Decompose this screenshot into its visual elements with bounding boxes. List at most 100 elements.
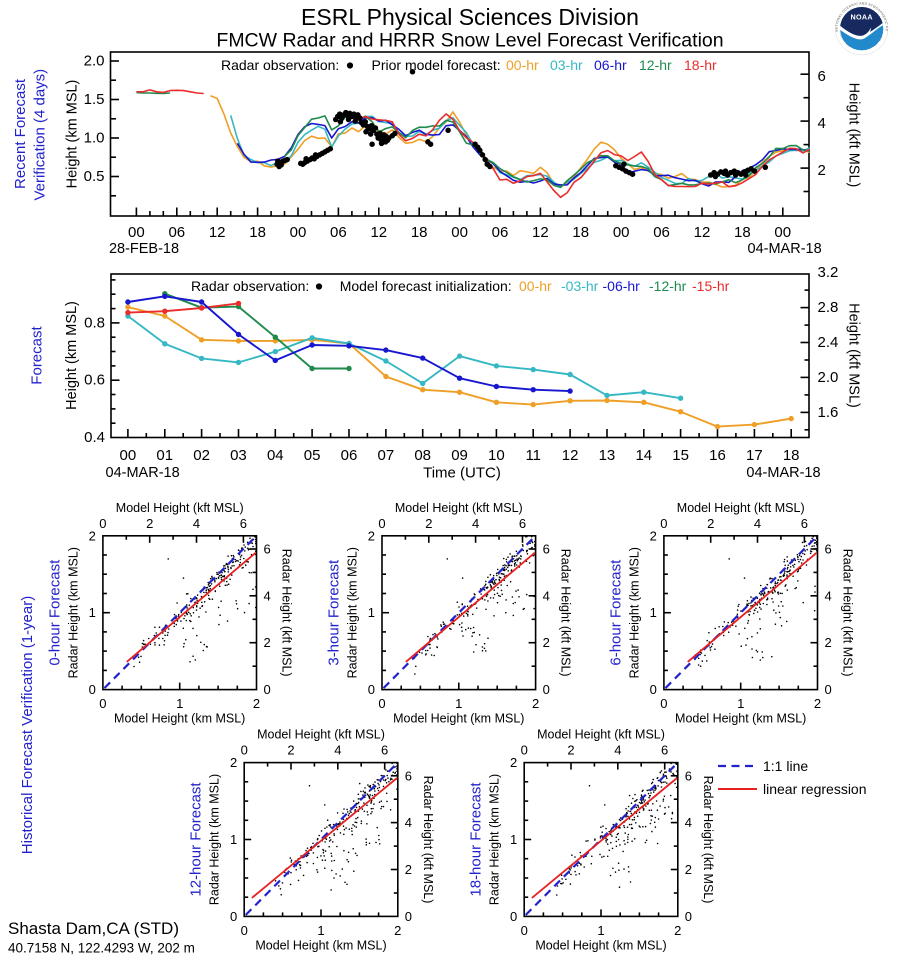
svg-text:Radar observation:: Radar observation: (221, 57, 339, 73)
svg-text:-06-hr: -06-hr (603, 278, 641, 294)
svg-text:6: 6 (240, 516, 247, 531)
svg-text:28-FEB-18: 28-FEB-18 (109, 241, 179, 257)
svg-text:Time (UTC): Time (UTC) (423, 465, 501, 482)
svg-text:Radar observation:: Radar observation: (191, 278, 309, 294)
svg-text:18: 18 (734, 224, 751, 241)
svg-text:1.5: 1.5 (84, 91, 105, 108)
svg-text:Radar Height (kft MSL): Radar Height (kft MSL) (559, 549, 573, 677)
svg-text:12: 12 (370, 224, 387, 241)
svg-text:0: 0 (405, 909, 412, 924)
svg-text:1: 1 (455, 696, 462, 711)
svg-text:0: 0 (241, 743, 248, 758)
svg-text:-12-hr: -12-hr (649, 278, 687, 294)
svg-text:4: 4 (264, 588, 271, 603)
svg-text:18: 18 (783, 447, 800, 464)
svg-text:6: 6 (661, 743, 668, 758)
svg-text:2: 2 (405, 862, 412, 877)
svg-text:00: 00 (128, 224, 145, 241)
svg-text:02: 02 (193, 447, 210, 464)
svg-text:Radar Height (km MSL): Radar Height (km MSL) (346, 547, 360, 678)
svg-text:4: 4 (543, 588, 550, 603)
svg-text:10: 10 (488, 447, 505, 464)
svg-text:2: 2 (253, 696, 260, 711)
svg-text:Radar Height (kft MSL): Radar Height (kft MSL) (841, 549, 855, 677)
svg-text:Prior model forecast:: Prior model forecast: (372, 57, 501, 73)
svg-text:4: 4 (754, 516, 761, 531)
svg-text:2.8: 2.8 (818, 299, 839, 316)
svg-text:1: 1 (317, 923, 324, 938)
svg-text:Radar Height (kft MSL): Radar Height (kft MSL) (421, 776, 435, 904)
svg-text:Height (km MSL): Height (km MSL) (64, 301, 80, 410)
svg-text:0: 0 (521, 743, 528, 758)
svg-text:05: 05 (304, 447, 321, 464)
svg-text:04-MAR-18: 04-MAR-18 (746, 465, 820, 481)
svg-text:07: 07 (378, 447, 395, 464)
svg-text:0: 0 (378, 516, 385, 531)
svg-text:00: 00 (774, 224, 791, 241)
svg-text:0: 0 (99, 696, 106, 711)
svg-text:0: 0 (510, 909, 517, 924)
svg-text:0: 0 (685, 909, 692, 924)
svg-text:3-hour Forecast: 3-hour Forecast (326, 559, 343, 666)
svg-text:Radar Height (kft MSL): Radar Height (kft MSL) (701, 776, 715, 904)
svg-text:Verification (4 days): Verification (4 days) (32, 69, 49, 201)
svg-text:Radar Height (km MSL): Radar Height (km MSL) (488, 774, 502, 905)
svg-text:03: 03 (230, 447, 247, 464)
svg-text:3.2: 3.2 (818, 264, 839, 281)
svg-text:Shasta Dam,CA (STD): Shasta Dam,CA (STD) (8, 919, 179, 938)
svg-text:04-MAR-18: 04-MAR-18 (106, 465, 180, 481)
svg-text:ESRL Physical Sciences Divisio: ESRL Physical Sciences Division (301, 4, 639, 30)
svg-text:2: 2 (818, 162, 826, 179)
svg-text:2: 2 (264, 635, 271, 650)
svg-text:2: 2 (650, 528, 657, 543)
svg-text:06: 06 (168, 224, 185, 241)
svg-text:Model Height (kft MSL): Model Height (kft MSL) (395, 501, 523, 515)
svg-text:6: 6 (685, 768, 692, 783)
svg-text:Model Height (km MSL): Model Height (km MSL) (114, 712, 245, 726)
svg-text:00-hr: 00-hr (519, 278, 552, 294)
svg-text:2.0: 2.0 (818, 369, 839, 386)
svg-text:2: 2 (814, 696, 821, 711)
svg-text:0: 0 (264, 682, 271, 697)
svg-text:2: 2 (146, 516, 153, 531)
svg-text:4: 4 (334, 743, 341, 758)
svg-text:1: 1 (230, 832, 237, 847)
svg-text:6: 6 (543, 541, 550, 556)
svg-text:2: 2 (510, 755, 517, 770)
svg-text:2: 2 (230, 755, 237, 770)
svg-text:Model Height (km MSL): Model Height (km MSL) (535, 939, 666, 953)
svg-text:4: 4 (614, 743, 621, 758)
svg-text:Height (kft MSL): Height (kft MSL) (846, 83, 862, 188)
svg-text:00: 00 (613, 224, 630, 241)
svg-text:40.7158 N, 122.4293 W, 202 m: 40.7158 N, 122.4293 W, 202 m (8, 941, 195, 956)
svg-text:4: 4 (193, 516, 200, 531)
svg-text:00-hr: 00-hr (506, 57, 539, 73)
svg-text:00: 00 (290, 224, 307, 241)
svg-text:1: 1 (597, 923, 604, 938)
svg-text:18-hr: 18-hr (684, 57, 717, 73)
svg-text:0: 0 (660, 516, 667, 531)
svg-text:0: 0 (241, 923, 248, 938)
svg-text:4: 4 (405, 815, 412, 830)
svg-text:03-hr: 03-hr (550, 57, 583, 73)
svg-text:Recent Forecast: Recent Forecast (12, 78, 29, 189)
svg-text:12-hr: 12-hr (639, 57, 672, 73)
svg-text:12: 12 (562, 447, 579, 464)
svg-text:0: 0 (660, 696, 667, 711)
svg-text:Height (kft MSL): Height (kft MSL) (846, 303, 862, 408)
svg-text:1:1 line: 1:1 line (763, 758, 808, 774)
svg-text:1: 1 (650, 605, 657, 620)
svg-text:0: 0 (543, 682, 550, 697)
svg-text:6: 6 (519, 516, 526, 531)
svg-text:Model Height (kft MSL): Model Height (kft MSL) (537, 727, 665, 741)
svg-text:2: 2 (685, 862, 692, 877)
svg-text:00: 00 (120, 447, 137, 464)
svg-text:0-hour Forecast: 0-hour Forecast (46, 559, 63, 666)
svg-text:08: 08 (414, 447, 431, 464)
svg-text:1.6: 1.6 (818, 404, 839, 421)
svg-text:6: 6 (825, 541, 832, 556)
svg-text:6: 6 (801, 516, 808, 531)
svg-text:2: 2 (707, 516, 714, 531)
svg-text:2.0: 2.0 (84, 53, 105, 70)
svg-text:6: 6 (818, 68, 826, 85)
